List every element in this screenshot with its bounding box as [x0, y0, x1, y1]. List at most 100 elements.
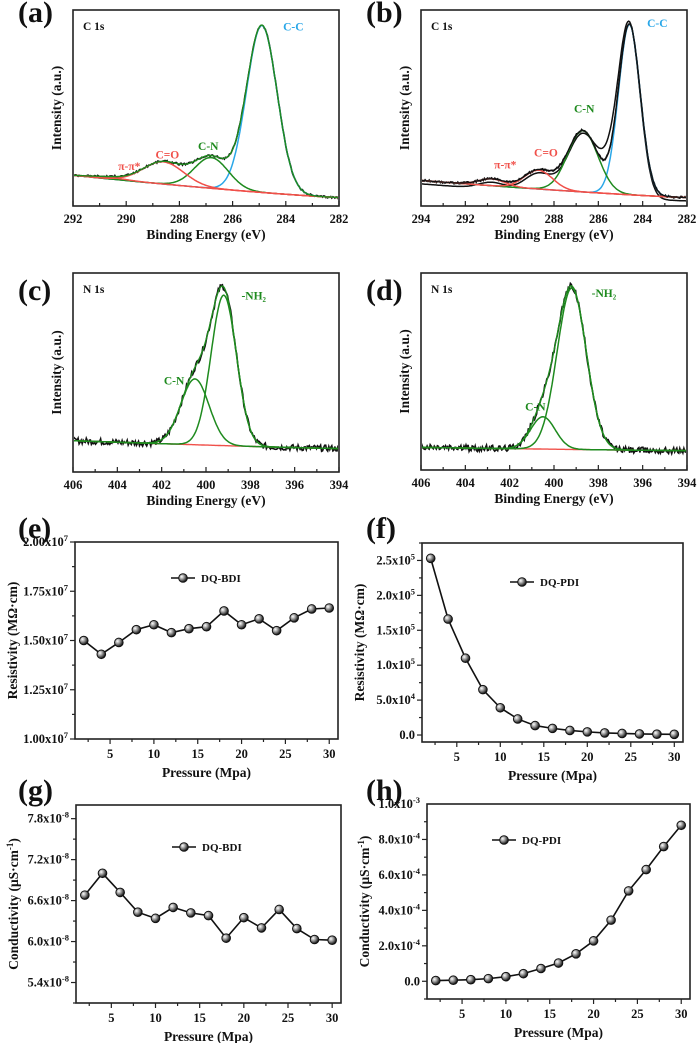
y-tick-label: 7.8x10-8 [28, 810, 69, 826]
x-tick-label: 20 [581, 750, 594, 764]
y-tick-label: 5.4x10-8 [28, 974, 69, 990]
peak-annotation: C=O [155, 149, 179, 161]
y-tick-label: 2.5x105 [376, 551, 415, 567]
legend: DQ-PDI [510, 577, 579, 589]
x-axis-label: Binding Energy (eV) [146, 227, 265, 242]
peak-annotation: C-C [283, 21, 303, 33]
data-point [115, 887, 125, 898]
legend-label: DQ-BDI [202, 842, 242, 854]
y-tick-label: 6.0x10-4 [379, 866, 421, 882]
data-point [131, 624, 142, 635]
data-point [623, 886, 634, 896]
data-point [443, 614, 453, 624]
data-point [582, 727, 593, 737]
data-point [501, 971, 511, 982]
x-tick-label: 25 [279, 747, 292, 761]
x-tick-label: 288 [545, 212, 564, 226]
x-tick-label: 402 [152, 478, 171, 492]
y-tick-label: 5.0x104 [376, 691, 415, 707]
x-axis-label: Binding Energy (eV) [494, 491, 613, 506]
x-tick-label: 282 [678, 212, 697, 226]
raw-spectrum [422, 23, 686, 200]
x-axis-label: Pressure (Mpa) [508, 768, 597, 783]
panel-e: 5 10 15 20 25 30 1.00x107 1.25x107 1.50x107 1.75x… [5, 512, 339, 780]
data-point [150, 913, 161, 924]
x-tick-label: 286 [589, 212, 608, 226]
panel-d: 406 404 402 400 398 396 394 Binding Energy (eV)… [366, 272, 698, 506]
data-point [327, 935, 337, 945]
data-point [254, 614, 264, 624]
raw-spectrum [74, 24, 338, 200]
panel-label: (g) [18, 774, 53, 807]
y-tick-label: 2.0x105 [376, 586, 415, 602]
plot-frame [421, 542, 684, 743]
y-axis-label: Intensity (a.u.) [49, 330, 64, 414]
legend-marker [517, 577, 527, 587]
x-tick-label: 15 [543, 1007, 556, 1021]
y-tick-label: 2.0x10-4 [379, 937, 421, 953]
data-point [221, 933, 231, 943]
data-point [80, 890, 90, 900]
y-tick-label: 2.00x107 [23, 533, 69, 549]
data-point [114, 637, 124, 648]
plot-frame [420, 9, 688, 207]
legend: DQ-BDI [172, 842, 242, 854]
data-point [425, 553, 436, 564]
x-tick-label: 30 [668, 750, 681, 764]
x-tick-label: 282 [330, 212, 349, 226]
y-axis-label: Resistivity (MΩ·cm) [352, 584, 367, 702]
data-point [658, 841, 669, 852]
legend-label: DQ-BDI [201, 573, 241, 585]
curves [422, 20, 686, 202]
data-point [168, 902, 178, 913]
x-tick-label: 10 [149, 1011, 162, 1025]
data-point [309, 934, 320, 945]
peak-annotation: C=O [534, 148, 558, 160]
x-tick-label: 394 [678, 476, 698, 490]
x-tick-label: 15 [538, 750, 551, 764]
data-point [292, 923, 302, 934]
peak-component-cc [74, 24, 338, 199]
legend-marker [499, 835, 509, 845]
raw-spectrum-2 [422, 20, 686, 202]
fit-envelope [74, 285, 338, 450]
peak-annotation: C-N [198, 141, 219, 153]
x-tick-label: 10 [500, 1007, 513, 1021]
data-point [553, 958, 564, 968]
y-axis-label: Intensity (a.u.) [49, 66, 64, 150]
panel-label: (h) [366, 774, 403, 807]
data-point [78, 635, 89, 646]
data-point [547, 723, 558, 734]
x-tick-label: 288 [170, 212, 189, 226]
data-point [430, 975, 441, 986]
y-tick-label: 0.0 [404, 974, 420, 988]
data-point [606, 915, 616, 925]
panel-f: 5 10 15 20 25 30 0.0 5.0x104 1.0x105 1.5x105 2.0x1… [352, 512, 684, 783]
legend: DQ-PDI [492, 835, 561, 847]
x-tick-label: 286 [223, 212, 242, 226]
data-point [133, 907, 143, 917]
x-tick-label: 406 [64, 478, 83, 492]
y-tick-label: 1.0x105 [376, 656, 415, 672]
data-point [641, 864, 651, 875]
x-tick-label: 20 [238, 1011, 251, 1025]
data-point [669, 729, 680, 740]
panel-label: (c) [18, 274, 51, 307]
y-axis-label: Conductivity (μS·cm-1) [356, 836, 372, 968]
data-point [530, 720, 540, 731]
data-point [274, 904, 284, 915]
data-point [96, 649, 107, 660]
peak-annotation: -NH₂ [592, 288, 617, 300]
x-tick-label: 30 [675, 1007, 688, 1021]
panel-a: 292 290 288 286 284 282 Binding Energy (eV) Int… [18, 0, 348, 242]
data-point [203, 910, 214, 921]
curves [422, 281, 686, 457]
peak-component-cc [422, 23, 686, 199]
peak-component-nh2 [74, 294, 338, 450]
series-line [435, 824, 682, 982]
x-tick-label: 394 [330, 478, 350, 492]
x-tick-label: 398 [589, 476, 608, 490]
y-tick-label: 6.0x10-8 [28, 933, 69, 949]
x-tick-label: 396 [285, 478, 304, 492]
plot-frame [426, 803, 691, 1000]
